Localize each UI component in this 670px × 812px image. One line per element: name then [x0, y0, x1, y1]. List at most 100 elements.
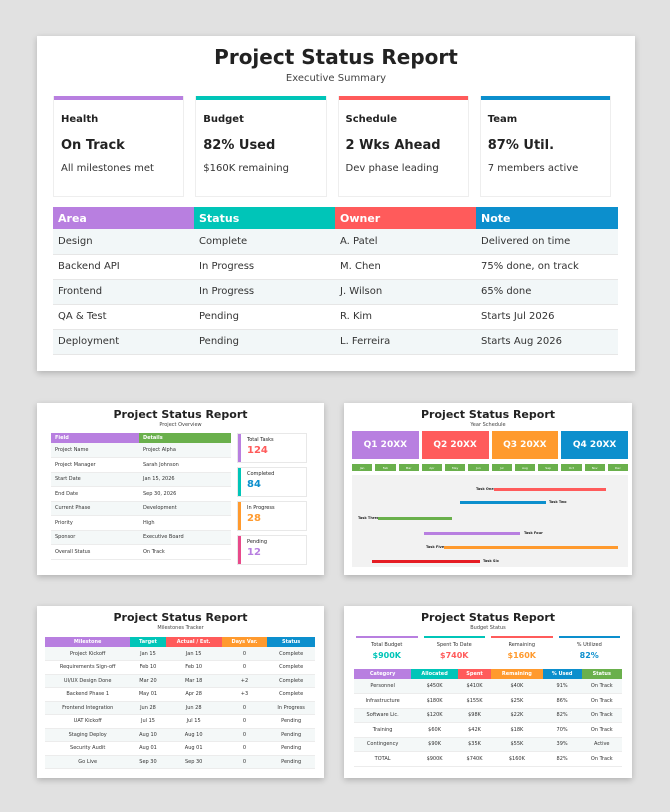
cell-details: Sarah Johnson — [139, 457, 231, 473]
cell-percent-used: 82% — [542, 708, 582, 723]
card-label: Schedule — [345, 114, 398, 125]
task-label: Task Six — [483, 559, 499, 563]
cell-actual: Jul 15 — [165, 714, 222, 729]
slide-subtitle: Budget Status — [470, 625, 506, 631]
table-row: TOTAL $900K $740K $160K 82% On Track — [354, 751, 622, 767]
cell-spent: $42K — [457, 722, 492, 738]
cell-target: Sep 30 — [130, 755, 166, 769]
card-accent-bar — [480, 96, 610, 100]
cell-field: Project Name — [51, 443, 139, 458]
cell-status: Pending — [194, 304, 335, 330]
cell-days-var: +2 — [221, 674, 268, 688]
column-header-milestone: Milestone — [45, 637, 131, 647]
quarter-q3: Q3 20XX — [491, 431, 559, 459]
quarter-q1: Q1 20XX — [352, 431, 419, 459]
cell-status: Pending — [267, 741, 315, 756]
month-label: Aug — [514, 464, 535, 471]
cell-category: Infrastructure — [354, 693, 412, 709]
card-value: $160K — [507, 651, 536, 660]
cell-milestone: Go Live — [45, 755, 131, 769]
cell-spent: $410K — [457, 679, 492, 694]
card-value: 28 — [247, 513, 261, 524]
utilized-card: % Utilized 82% — [558, 636, 620, 666]
cell-remaining: $18K — [491, 722, 543, 738]
table-row: Contingency $90K $35K $55K 39% Active — [354, 737, 622, 752]
overview-table: Field Details Project Name Project Alpha P… — [51, 433, 231, 560]
cell-spent: $98K — [457, 708, 492, 723]
cell-status: Complete — [267, 660, 315, 675]
cell-target: May 01 — [130, 687, 166, 702]
cell-percent-used: 39% — [542, 737, 582, 752]
cell-spent: $155K — [457, 693, 492, 709]
completed-card: Completed 84 — [237, 467, 307, 497]
task-bar — [494, 488, 606, 491]
health-card: Health On Track All milestones met — [53, 96, 185, 197]
cell-status: Complete — [194, 229, 335, 255]
total-tasks-card: Total Tasks 124 — [237, 433, 307, 463]
cell-allocated: $450K — [411, 679, 458, 694]
table-header-row: Category Allocated Spent Remaining % Use… — [354, 669, 622, 679]
table-row: Overall Status On Track — [51, 544, 231, 560]
column-header-note: Note — [476, 207, 618, 229]
task-bar — [460, 501, 546, 504]
cell-remaining: $160K — [491, 751, 543, 767]
card-accent-bar — [338, 96, 468, 100]
card-accent-bar — [238, 502, 241, 530]
card-accent-bar — [238, 536, 241, 564]
cell-milestone: Requirements Sign-off — [45, 660, 131, 675]
cell-milestone: UI/UX Design Done — [45, 674, 131, 688]
cell-status: On Track — [581, 693, 622, 709]
overview-slide-thumbnail[interactable]: Project Status Report Project Overview F… — [37, 403, 324, 575]
cell-target: Jul 15 — [130, 714, 166, 729]
schedule-slide-thumbnail[interactable]: Project Status Report Year Schedule Q1 2… — [344, 403, 632, 575]
cell-status: On Track — [581, 722, 622, 738]
card-label: Pending — [247, 539, 267, 545]
table-row: Deployment Pending L. Ferreira Starts Au… — [53, 329, 618, 355]
table-row: Infrastructure $180K $155K $25K 86% On Track — [354, 693, 622, 709]
card-value: 12 — [247, 547, 261, 558]
cell-status: Pending — [194, 329, 335, 355]
cell-milestone: Staging Deploy — [45, 728, 131, 742]
cell-actual: Aug 01 — [165, 741, 222, 756]
cell-spent: $35K — [457, 737, 492, 752]
table-row: Project Manager Sarah Johnson — [51, 457, 231, 473]
column-header-remaining: Remaining — [491, 669, 543, 679]
cell-category: Training — [354, 722, 412, 738]
pending-card: Pending 12 — [237, 535, 307, 565]
total-budget-card: Total Budget $900K — [356, 636, 418, 666]
cell-status: On Track — [581, 679, 622, 694]
card-label: % Utilized — [576, 642, 602, 648]
table-row: Training $60K $42K $18K 70% On Track — [354, 722, 622, 738]
month-label: Jun — [468, 464, 489, 471]
cell-days-var: 0 — [221, 701, 268, 715]
cell-status: Pending — [267, 714, 315, 729]
spent-card: Spent To Date $740K — [423, 636, 485, 666]
cell-field: Sponsor — [51, 530, 139, 545]
cell-days-var: +3 — [221, 687, 268, 702]
budget-slide-thumbnail[interactable]: Project Status Report Budget Status Tota… — [344, 606, 632, 778]
cell-allocated: $900K — [411, 751, 458, 767]
cell-target: Jun 28 — [130, 701, 166, 715]
month-label: Sep — [538, 464, 559, 471]
cell-field: Current Phase — [51, 501, 139, 516]
card-value: $900K — [372, 651, 401, 660]
slide-title: Project Status Report — [421, 611, 555, 624]
task-bar — [424, 532, 520, 535]
card-accent-bar — [423, 636, 485, 638]
table-header-row: Field Details — [51, 433, 231, 443]
card-label: Total Budget — [371, 642, 403, 648]
card-label: Spent To Date — [436, 642, 472, 648]
column-header-status: Status — [581, 669, 622, 679]
card-detail: 7 members active — [487, 163, 579, 174]
cell-details: On Track — [139, 544, 231, 560]
cell-owner: M. Chen — [335, 254, 476, 280]
card-accent-bar — [558, 636, 620, 638]
cell-actual: Sep 30 — [165, 755, 222, 769]
quarter-row: Q1 20XX Q2 20XX Q3 20XX Q4 20XX — [352, 431, 628, 459]
milestones-slide-thumbnail[interactable]: Project Status Report Milestones Tracker… — [37, 606, 324, 778]
budget-card: Budget 82% Used $160K remaining — [195, 96, 327, 197]
cell-target: Aug 10 — [130, 728, 166, 742]
main-slide[interactable]: Project Status Report Executive Summary … — [37, 36, 635, 371]
cell-actual: Feb 10 — [165, 660, 222, 675]
cell-actual: Jan 15 — [165, 647, 222, 661]
